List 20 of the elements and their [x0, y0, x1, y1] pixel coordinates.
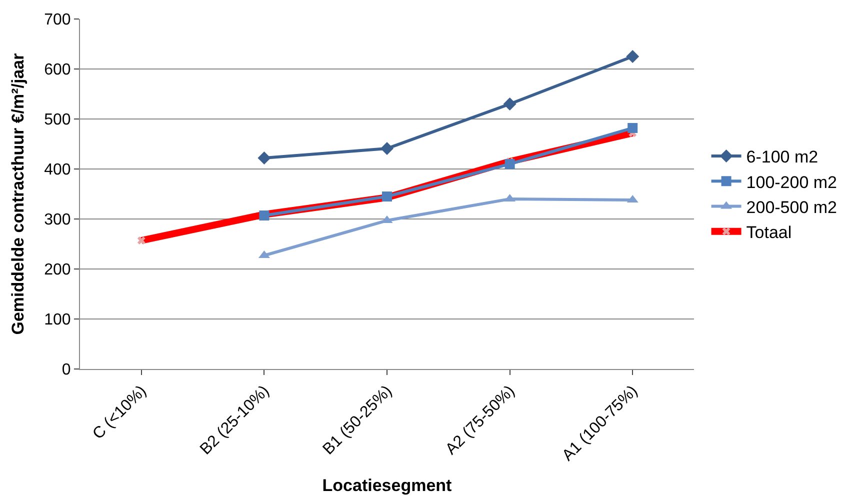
point: [504, 159, 515, 169]
y-tick-label: 100: [44, 312, 71, 329]
legend-label: 200-500 m2: [746, 198, 838, 217]
y-tick-label: 0: [62, 362, 71, 379]
point: [258, 152, 271, 164]
x-axis-title: Locatiesegment: [322, 476, 452, 495]
point: [503, 98, 516, 110]
point: [626, 50, 640, 63]
y-tick-label: 700: [44, 12, 71, 29]
legend-label: 6-100 m2: [746, 148, 818, 167]
legend-label: Totaal: [746, 222, 792, 242]
y-tick-label: 500: [44, 112, 71, 129]
point: [380, 142, 394, 155]
y-tick-label: 300: [44, 212, 71, 229]
y-tick-label: 400: [44, 162, 71, 179]
legend-label: 100-200 m2: [746, 172, 838, 192]
y-tick-label: 600: [44, 62, 71, 79]
y-tick-label: 200: [44, 262, 71, 279]
point: [628, 123, 638, 133]
y-axis-title: Gemiddelde contracthuur €/m²/jaar: [8, 52, 28, 335]
